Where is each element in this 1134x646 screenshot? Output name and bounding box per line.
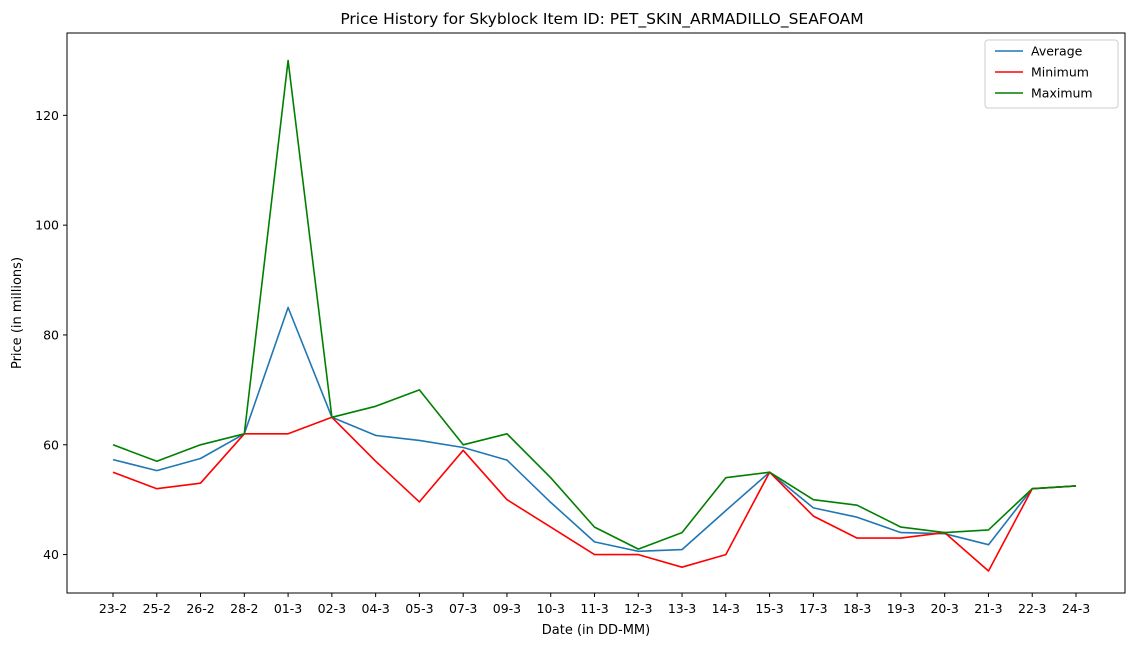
x-tick-label: 09-3: [493, 601, 521, 616]
y-tick-label: 80: [43, 327, 59, 342]
x-tick-label: 25-2: [143, 601, 171, 616]
series-line-average: [112, 306, 1077, 553]
legend-label-average: Average: [1031, 44, 1083, 59]
y-axis: 40 60 80 100 120: [35, 108, 67, 562]
x-tick-label: 20-3: [930, 601, 958, 616]
x-tick-label: 05-3: [405, 601, 433, 616]
chart-title: Price History for Skyblock Item ID: PET_…: [340, 10, 863, 29]
legend-box: [984, 39, 1119, 109]
series-lines: [112, 59, 1077, 572]
y-tick-label: 100: [35, 218, 59, 233]
x-tick-label: 11-3: [580, 601, 608, 616]
x-tick-label: 28-2: [230, 601, 258, 616]
series-line-minimum: [112, 416, 1077, 572]
x-tick-label: 04-3: [361, 601, 389, 616]
x-tick-label: 15-3: [755, 601, 783, 616]
y-tick-label: 40: [43, 547, 59, 562]
x-tick-label: 10-3: [537, 601, 565, 616]
x-tick-label: 12-3: [624, 601, 652, 616]
y-tick-label: 60: [43, 437, 59, 452]
y-axis-label: Price (in millions): [10, 257, 25, 369]
x-tick-label: 07-3: [449, 601, 477, 616]
x-tick-label: 02-3: [318, 601, 346, 616]
x-tick-label: 17-3: [799, 601, 827, 616]
x-tick-label: 22-3: [1018, 601, 1046, 616]
x-axis: 23-2 25-2 26-2 28-2 01-3 02-3 04-3 05-3 07-3 09-3…: [99, 593, 1090, 616]
x-tick-label: 23-2: [99, 601, 127, 616]
series-line-maximum: [112, 59, 1077, 550]
plot-area: [66, 32, 1126, 594]
legend-label-maximum: Maximum: [1031, 86, 1093, 101]
x-tick-label: 01-3: [274, 601, 302, 616]
x-tick-label: 18-3: [843, 601, 871, 616]
x-tick-label: 24-3: [1062, 601, 1090, 616]
legend-label-minimum: Minimum: [1031, 65, 1089, 80]
x-axis-label: Date (in DD-MM): [542, 623, 650, 638]
x-tick-label: 19-3: [887, 601, 915, 616]
x-tick-label: 21-3: [974, 601, 1002, 616]
y-tick-label: 120: [35, 108, 59, 123]
legend: Average Minimum Maximum: [984, 39, 1119, 109]
x-tick-label: 13-3: [668, 601, 696, 616]
x-tick-label: 26-2: [186, 601, 214, 616]
x-tick-label: 14-3: [712, 601, 740, 616]
